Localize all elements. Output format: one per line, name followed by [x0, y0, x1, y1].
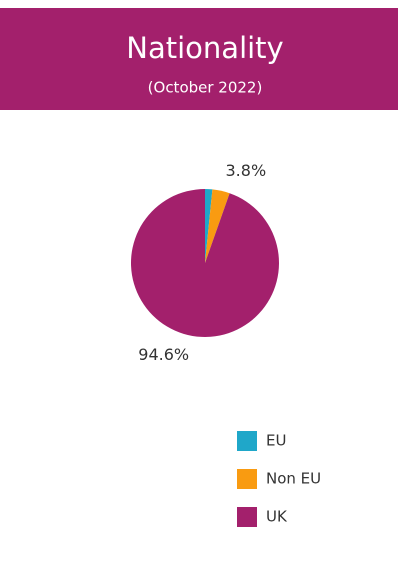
pie-slice: [205, 189, 213, 263]
legend-label: EU: [266, 432, 286, 450]
chart-title: Nationality: [126, 31, 283, 65]
data-label: 3.8%: [226, 161, 267, 180]
header-band: [0, 8, 398, 110]
pie-slice: [205, 189, 230, 263]
legend-swatch: [237, 469, 257, 489]
legend-swatch: [237, 431, 257, 451]
legend-swatch: [237, 507, 257, 527]
chart-subtitle: (October 2022): [148, 79, 263, 97]
data-label: 94.6%: [138, 345, 189, 364]
legend-label: Non EU: [266, 470, 321, 488]
pie-slice: [130, 189, 279, 337]
legend-label: UK: [266, 508, 288, 526]
